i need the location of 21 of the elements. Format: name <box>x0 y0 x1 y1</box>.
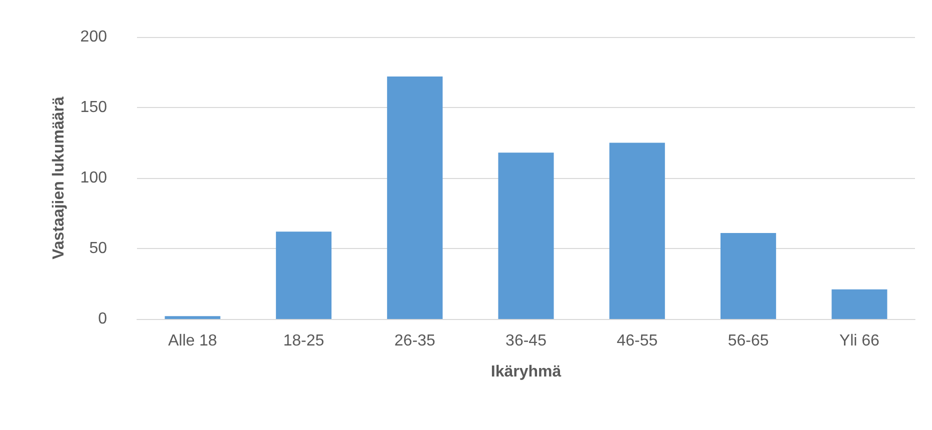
x-tick-label: 56-65 <box>728 332 769 350</box>
bar <box>387 76 443 319</box>
y-tick-label: 0 <box>98 310 108 328</box>
x-axis-title: Ikäryhmä <box>490 364 562 380</box>
x-tick-label: 26-35 <box>394 332 436 350</box>
y-axis-title: Vastaajien lukumäärä <box>50 96 68 260</box>
bar <box>164 316 220 319</box>
x-tick-label: Yli 66 <box>839 332 880 350</box>
y-tick-label: 50 <box>89 240 108 257</box>
bar <box>832 289 888 319</box>
x-tick-label: 36-45 <box>506 332 547 350</box>
bar <box>609 142 665 319</box>
bar <box>720 232 776 319</box>
y-tick-label: 200 <box>80 28 108 46</box>
y-tick-label: 100 <box>80 170 108 186</box>
y-tick-label: 150 <box>80 99 108 116</box>
x-tick-label: 46-55 <box>616 332 658 350</box>
x-tick-label: 18-25 <box>283 332 324 350</box>
x-tick-label: Alle 18 <box>168 332 218 350</box>
bar <box>498 152 554 319</box>
bar <box>276 232 332 319</box>
